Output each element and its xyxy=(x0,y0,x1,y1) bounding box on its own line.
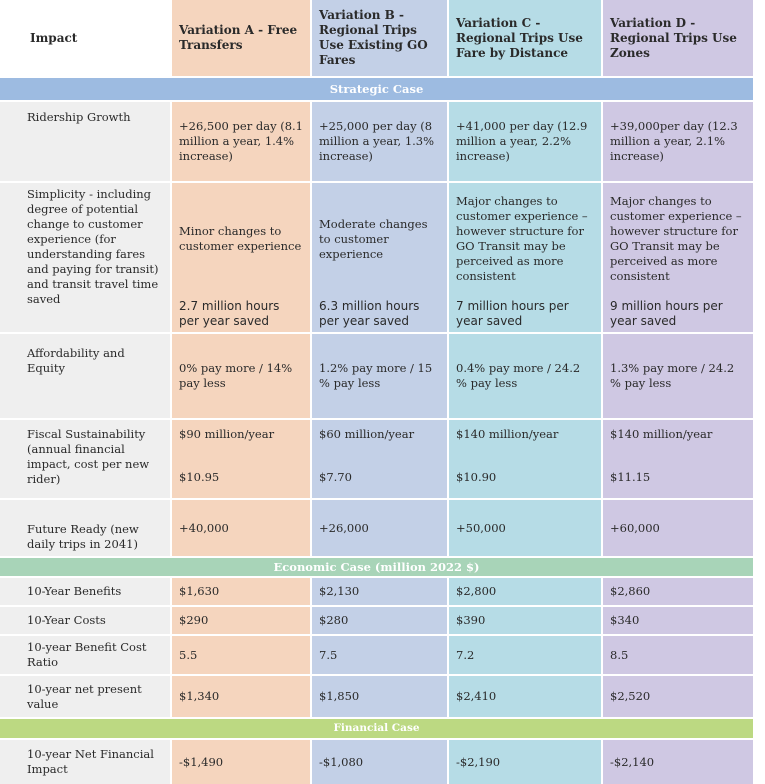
future-variation-d: +60,000 xyxy=(603,500,753,556)
npv-variation-c: $2,410 xyxy=(449,676,601,717)
ridership-variation-a: +26,500 per day (8.1 million a year, 1.4… xyxy=(172,102,310,181)
simplicity-a-experience: Minor changes to customer experience xyxy=(179,224,302,253)
affordability-variation-a: 0% pay more / 14% pay less xyxy=(172,334,310,418)
fiscal-variation-a: $90 million/year $10.95 xyxy=(172,420,310,498)
costs-variation-b: $280 xyxy=(312,607,447,634)
row-label-npv: 10-year net present value xyxy=(0,676,170,717)
row-label-ridership: Ridership Growth xyxy=(0,102,170,181)
section-strategic-case: Strategic Case xyxy=(0,78,753,100)
ridership-variation-c: +41,000 per day (12.9 million a year, 2.… xyxy=(449,102,601,181)
fiscal-variation-c: $140 million/year $10.90 xyxy=(449,420,601,498)
fiscal-d-per-rider: $11.15 xyxy=(610,470,651,484)
fiscal-b-annual: $60 million/year xyxy=(319,427,415,441)
header-variation-d: Variation D - Regional Trips Use Zones xyxy=(603,0,753,76)
row-label-net-financial-impact: 10-year Net Financial Impact xyxy=(0,740,170,784)
benefits-variation-d: $2,860 xyxy=(603,578,753,605)
bcr-variation-c: 7.2 xyxy=(449,636,601,674)
simplicity-b-experience: Moderate changes to customer experience xyxy=(319,216,428,261)
affordability-variation-b: 1.2% pay more / 15 % pay less xyxy=(312,334,447,418)
npv-variation-a: $1,340 xyxy=(172,676,310,717)
costs-variation-c: $390 xyxy=(449,607,601,634)
ridership-variation-d: +39,000per day (12.3 million a year, 2.1… xyxy=(603,102,753,181)
costs-variation-a: $290 xyxy=(172,607,310,634)
net-financial-variation-b: -$1,080 xyxy=(312,740,447,784)
row-label-future-ready: Future Ready (new daily trips in 2041) xyxy=(0,500,170,556)
section-financial-case: Financial Case xyxy=(0,719,753,738)
row-label-costs: 10-Year Costs xyxy=(0,607,170,634)
simplicity-variation-c: Major changes to customer experience – h… xyxy=(449,183,601,332)
row-label-affordability: Affordability and Equity xyxy=(0,334,170,418)
fiscal-variation-b: $60 million/year $7.70 xyxy=(312,420,447,498)
costs-variation-d: $340 xyxy=(603,607,753,634)
header-variation-a: Variation A - Free Transfers xyxy=(172,0,310,76)
fiscal-c-annual: $140 million/year xyxy=(456,427,559,441)
ridership-variation-b: +25,000 per day (8 million a year, 1.3% … xyxy=(312,102,447,181)
row-label-simplicity: Simplicity - including degree of potenti… xyxy=(0,183,170,332)
benefits-variation-b: $2,130 xyxy=(312,578,447,605)
bcr-variation-a: 5.5 xyxy=(172,636,310,674)
net-financial-variation-a: -$1,490 xyxy=(172,740,310,784)
net-financial-variation-d: -$2,140 xyxy=(603,740,753,784)
fiscal-c-per-rider: $10.90 xyxy=(456,470,497,484)
future-variation-b: +26,000 xyxy=(312,500,447,556)
affordability-variation-c: 0.4% pay more / 24.2 % pay less xyxy=(449,334,601,418)
bcr-variation-b: 7.5 xyxy=(312,636,447,674)
fiscal-variation-d: $140 million/year $11.15 xyxy=(603,420,753,498)
section-economic-case: Economic Case (million 2022 $) xyxy=(0,558,753,576)
affordability-variation-d: 1.3% pay more / 24.2 % pay less xyxy=(603,334,753,418)
bcr-variation-d: 8.5 xyxy=(603,636,753,674)
future-variation-c: +50,000 xyxy=(449,500,601,556)
simplicity-c-hours: 7 million hours per year saved xyxy=(456,299,569,328)
simplicity-variation-a: Minor changes to customer experience 2.7… xyxy=(172,183,310,332)
benefits-variation-a: $1,630 xyxy=(172,578,310,605)
row-label-benefit-cost-ratio: 10-year Benefit Cost Ratio xyxy=(0,636,170,674)
net-financial-variation-c: -$2,190 xyxy=(449,740,601,784)
row-label-fiscal: Fiscal Sustainability (annual financial … xyxy=(0,420,170,498)
row-label-benefits: 10-Year Benefits xyxy=(0,578,170,605)
future-variation-a: +40,000 xyxy=(172,500,310,556)
header-variation-c: Variation C - Regional Trips Use Fare by… xyxy=(449,0,601,76)
simplicity-a-hours: 2.7 million hours per year saved xyxy=(179,299,280,328)
benefits-variation-c: $2,800 xyxy=(449,578,601,605)
simplicity-variation-d: Major changes to customer experience – h… xyxy=(603,183,753,332)
fiscal-a-annual: $90 million/year xyxy=(179,427,275,441)
simplicity-b-hours: 6.3 million hours per year saved xyxy=(319,299,420,328)
npv-variation-b: $1,850 xyxy=(312,676,447,717)
fiscal-b-per-rider: $7.70 xyxy=(319,470,352,484)
fiscal-a-per-rider: $10.95 xyxy=(179,470,220,484)
simplicity-d-experience: Major changes to customer experience – h… xyxy=(610,194,742,283)
simplicity-d-hours: 9 million hours per year saved xyxy=(610,299,723,328)
header-impact: Impact xyxy=(0,0,170,76)
simplicity-variation-b: Moderate changes to customer experience … xyxy=(312,183,447,332)
npv-variation-d: $2,520 xyxy=(603,676,753,717)
fiscal-d-annual: $140 million/year xyxy=(610,427,713,441)
simplicity-c-experience: Major changes to customer experience – h… xyxy=(456,194,588,283)
header-variation-b: Variation B - Regional Trips Use Existin… xyxy=(312,0,447,76)
